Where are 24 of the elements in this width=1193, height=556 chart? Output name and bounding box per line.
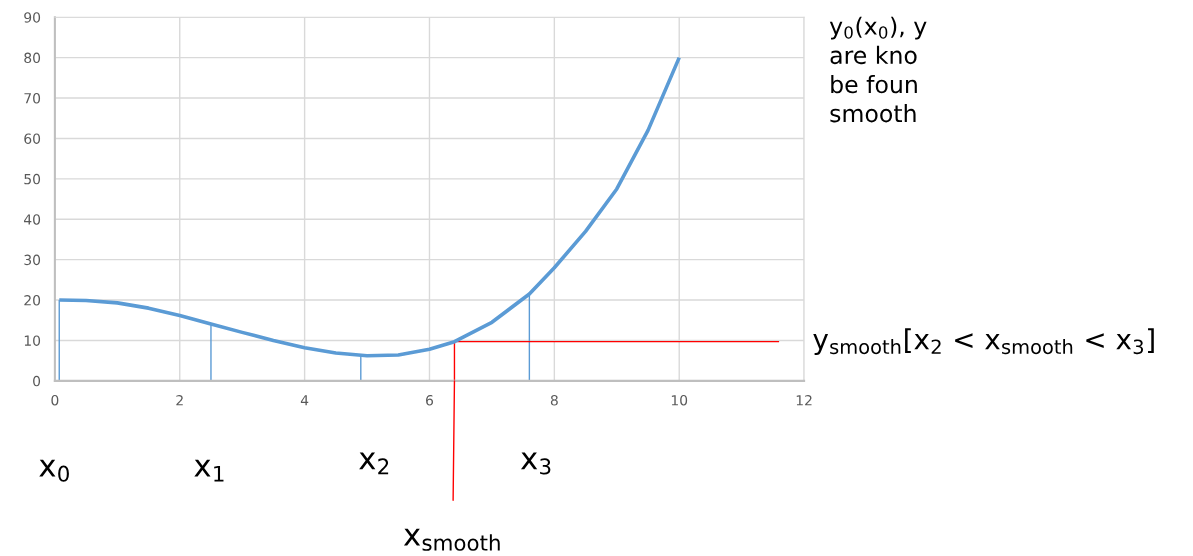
- y-tick-label: 10: [24, 335, 41, 346]
- y-tick-label: 20: [24, 295, 41, 306]
- y-tick-label: 90: [24, 12, 41, 23]
- y-tick-label: 0: [33, 375, 41, 387]
- text: x$_{smooth}$: [403, 528, 500, 551]
- text: y$_{smooth}$[x$_{2}$ < x$_{smooth}$ < x$_{3}$]: [813, 328, 1154, 356]
- x-tick-label: 8: [550, 394, 558, 406]
- x-tick-label: 0: [51, 394, 59, 406]
- y-tick-label: 60: [24, 133, 41, 144]
- x-tick-label: 2: [176, 394, 183, 406]
- y-tick-label: 70: [24, 93, 41, 104]
- y-tick-label: 80: [24, 52, 41, 64]
- x-tick-label: 4: [300, 395, 309, 406]
- x-tick-label: 6: [426, 394, 434, 406]
- text: y$_{0}$(x$_{0}$), y are kno be foun smooth: [829, 16, 927, 123]
- y-tick-label: 40: [23, 214, 41, 225]
- text: x$_{3}$: [520, 452, 551, 475]
- x-tick-label: 10: [671, 394, 688, 406]
- text: x$_{0}$: [39, 459, 69, 482]
- y-tick-label: 50: [24, 173, 41, 185]
- text: x$_{2}$: [359, 452, 389, 475]
- y-tick-label: 30: [24, 254, 41, 266]
- x-tick-label: 12: [796, 394, 812, 406]
- text: x$_{1}$: [194, 459, 224, 482]
